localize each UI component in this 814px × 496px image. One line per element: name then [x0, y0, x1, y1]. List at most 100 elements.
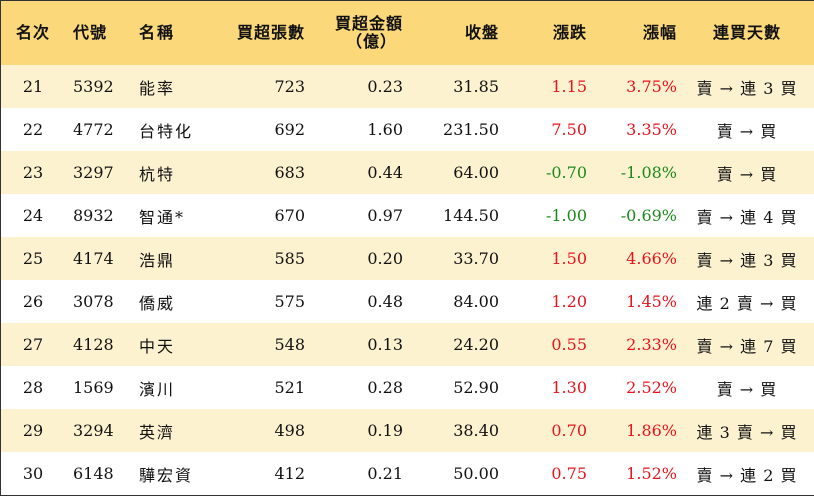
cell-rank: 24 — [22, 206, 44, 225]
cell-consecutive-days: 賣 → 連 7 買 — [696, 336, 798, 356]
table-row: 26 3078 僑威 575 0.48 84.00 1.20 1.45% 連 2 賣 → 買 — [1, 280, 814, 323]
header-net-buy-amount-line1: 買超金額 — [334, 14, 403, 33]
cell-change: 1.15 — [551, 77, 587, 96]
cell-consecutive-days: 賣 → 買 — [716, 379, 778, 399]
cell-change-pct: 1.52% — [626, 464, 677, 483]
cell-change: -0.70 — [545, 163, 587, 182]
cell-close: 84.00 — [453, 292, 499, 311]
cell-net-buy-amount: 0.44 — [367, 163, 403, 182]
cell-change-pct: -1.08% — [620, 163, 677, 182]
cell-net-buy-lots: 498 — [274, 421, 305, 440]
table-row: 24 8932 智通* 670 0.97 144.50 -1.00 -0.69% 賣 → 連 4… — [1, 194, 814, 237]
cell-change: 1.30 — [551, 378, 587, 397]
cell-net-buy-amount: 0.19 — [367, 421, 403, 440]
cell-rank: 29 — [22, 421, 44, 440]
header-net-buy-amount: 買超金額 （億） — [305, 1, 403, 65]
cell-close: 24.20 — [453, 335, 499, 354]
cell-change: 0.55 — [551, 335, 587, 354]
cell-name: 僑威 — [139, 293, 176, 313]
cell-change-pct: -0.69% — [620, 206, 677, 225]
cell-close: 31.85 — [453, 77, 499, 96]
cell-net-buy-amount: 0.13 — [367, 335, 403, 354]
cell-close: 52.90 — [453, 378, 499, 397]
cell-name: 智通* — [139, 207, 186, 227]
cell-name: 中天 — [139, 336, 176, 356]
cell-change: 1.50 — [551, 249, 587, 268]
cell-change: 1.20 — [551, 292, 587, 311]
cell-consecutive-days: 賣 → 買 — [716, 164, 778, 184]
cell-code: 3297 — [73, 163, 114, 182]
cell-net-buy-lots: 521 — [274, 378, 305, 397]
cell-name: 台特化 — [139, 121, 194, 141]
cell-net-buy-lots: 723 — [274, 77, 305, 96]
cell-rank: 25 — [22, 249, 44, 268]
header-close: 收盤 — [464, 23, 499, 42]
cell-consecutive-days: 賣 → 連 3 買 — [696, 78, 798, 98]
cell-net-buy-lots: 683 — [274, 163, 305, 182]
cell-net-buy-lots: 412 — [274, 464, 305, 483]
cell-code: 3078 — [73, 292, 114, 311]
cell-consecutive-days: 賣 → 連 4 買 — [696, 207, 798, 227]
cell-name: 濱川 — [139, 379, 176, 399]
cell-change-pct: 2.33% — [626, 335, 677, 354]
cell-net-buy-amount: 0.28 — [367, 378, 403, 397]
cell-net-buy-lots: 548 — [274, 335, 305, 354]
cell-code: 4174 — [73, 249, 114, 268]
header-net-buy-lots: 買超張數 — [236, 23, 305, 42]
cell-change-pct: 3.75% — [626, 77, 677, 96]
cell-name: 杭特 — [139, 164, 176, 184]
cell-close: 64.00 — [453, 163, 499, 182]
cell-close: 50.00 — [453, 464, 499, 483]
cell-consecutive-days: 連 2 賣 → 買 — [696, 293, 798, 313]
cell-change-pct: 1.86% — [626, 421, 677, 440]
cell-name: 英濟 — [139, 422, 176, 442]
cell-name: 浩鼎 — [139, 250, 176, 270]
cell-net-buy-lots: 575 — [274, 292, 305, 311]
cell-name: 驊宏資 — [139, 465, 194, 485]
cell-net-buy-amount: 0.48 — [367, 292, 403, 311]
cell-change: 0.70 — [551, 421, 587, 440]
cell-name: 能率 — [139, 78, 176, 98]
cell-code: 1569 — [73, 378, 114, 397]
cell-rank: 22 — [22, 120, 44, 139]
table-header: 名次 代號 名稱 買超張數 買超金額 （億） 收盤 漲跌 漲幅 連買天數 — [1, 1, 814, 65]
header-rank: 名次 — [15, 23, 50, 42]
cell-change: -1.00 — [545, 206, 587, 225]
header-change: 漲跌 — [552, 23, 587, 42]
header-name: 名稱 — [139, 23, 176, 42]
cell-code: 8932 — [73, 206, 114, 225]
cell-rank: 21 — [22, 77, 44, 96]
cell-net-buy-lots: 692 — [274, 120, 305, 139]
table-row: 23 3297 杭特 683 0.44 64.00 -0.70 -1.08% 賣 → 買 — [1, 151, 814, 194]
table-row: 27 4128 中天 548 0.13 24.20 0.55 2.33% 賣 → 連 7 買 — [1, 323, 814, 366]
cell-rank: 26 — [22, 292, 44, 311]
cell-rank: 30 — [22, 464, 44, 483]
cell-close: 144.50 — [443, 206, 499, 225]
cell-net-buy-amount: 0.20 — [367, 249, 403, 268]
cell-change-pct: 3.35% — [626, 120, 677, 139]
cell-code: 6148 — [73, 464, 114, 483]
cell-consecutive-days: 賣 → 連 2 買 — [696, 465, 798, 485]
table-row: 28 1569 濱川 521 0.28 52.90 1.30 2.52% 賣 → 買 — [1, 366, 814, 409]
table-row: 25 4174 浩鼎 585 0.20 33.70 1.50 4.66% 賣 → 連 3 買 — [1, 237, 814, 280]
cell-change: 7.50 — [551, 120, 587, 139]
header-row: 名次 代號 名稱 買超張數 買超金額 （億） 收盤 漲跌 漲幅 連買天數 — [1, 1, 814, 65]
cell-net-buy-amount: 0.23 — [367, 77, 403, 96]
header-consecutive-days: 連買天數 — [712, 23, 781, 42]
cell-net-buy-lots: 670 — [274, 206, 305, 225]
header-change-pct: 漲幅 — [642, 23, 677, 42]
cell-rank: 28 — [22, 378, 44, 397]
table-body: 21 5392 能率 723 0.23 31.85 1.15 3.75% 賣 → 連 3 買 2… — [1, 65, 814, 495]
cell-code: 4772 — [73, 120, 114, 139]
cell-change-pct: 1.45% — [626, 292, 677, 311]
cell-close: 231.50 — [443, 120, 499, 139]
header-code: 代號 — [73, 23, 108, 42]
table-row: 21 5392 能率 723 0.23 31.85 1.15 3.75% 賣 → 連 3 買 — [1, 65, 814, 108]
cell-consecutive-days: 賣 → 連 3 買 — [696, 250, 798, 270]
cell-rank: 27 — [22, 335, 44, 354]
table-row: 30 6148 驊宏資 412 0.21 50.00 0.75 1.52% 賣 → 連 2 買 — [1, 452, 814, 495]
cell-consecutive-days: 連 3 賣 → 買 — [696, 422, 798, 442]
cell-change-pct: 2.52% — [626, 378, 677, 397]
cell-net-buy-amount: 0.21 — [367, 464, 403, 483]
